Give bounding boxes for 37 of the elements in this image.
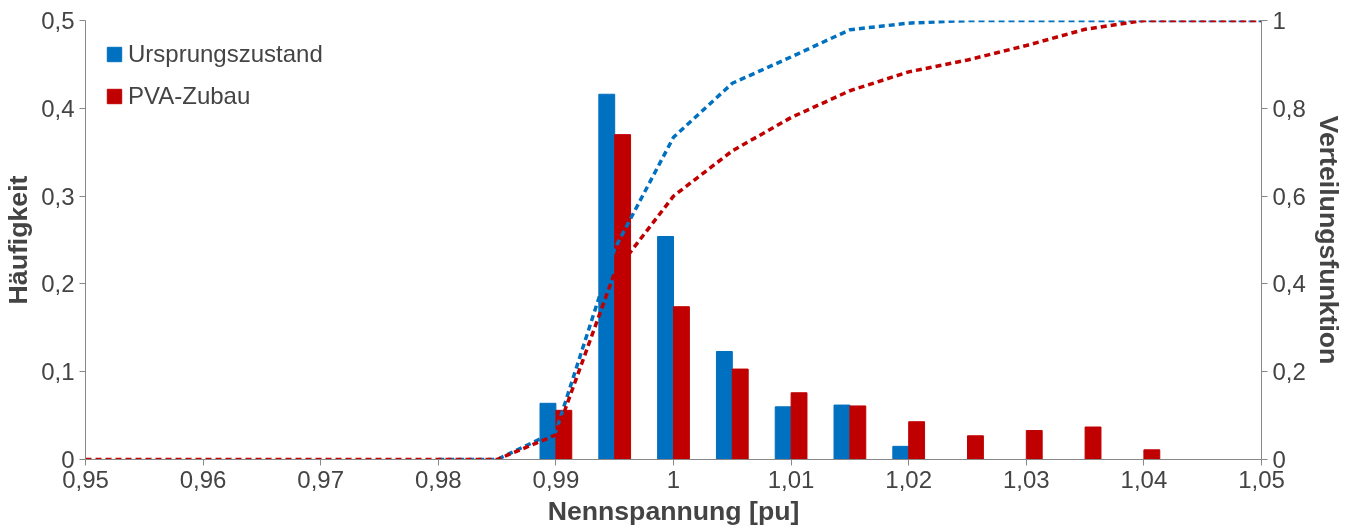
x-tick-label: 1,02 bbox=[885, 465, 933, 493]
legend-label: PVA-Zubau bbox=[128, 82, 251, 110]
bar bbox=[892, 445, 910, 460]
x-tick-label: 1,01 bbox=[767, 465, 815, 493]
bar bbox=[967, 435, 984, 460]
bar bbox=[908, 421, 926, 460]
y2-axis-title: Verteilungsfunktion bbox=[1313, 115, 1344, 365]
x-tick-label: 0,96 bbox=[179, 465, 227, 493]
y-axis-title: Häufigkeit bbox=[3, 175, 34, 305]
bar bbox=[790, 392, 808, 460]
legend-label: Ursprungszustand bbox=[128, 40, 323, 68]
y-tick-label: 0,3 bbox=[41, 182, 75, 210]
bar bbox=[1084, 426, 1102, 460]
bar bbox=[673, 306, 690, 460]
bar bbox=[715, 351, 733, 460]
bar bbox=[1143, 449, 1161, 460]
y2-tick-label: 0,6 bbox=[1272, 182, 1306, 210]
x-tick-label: 0,99 bbox=[532, 465, 580, 493]
y-tick-label: 0,2 bbox=[41, 270, 75, 298]
y-tick-label: 0,5 bbox=[41, 7, 75, 34]
y2-tick-label: 1 bbox=[1272, 7, 1286, 34]
x-tick-label: 1,03 bbox=[1002, 465, 1050, 493]
bar bbox=[833, 404, 851, 460]
y2-tick-label: 0,4 bbox=[1272, 270, 1306, 298]
bar bbox=[849, 405, 867, 460]
y-tick-label: 0,4 bbox=[41, 94, 75, 122]
x-tick-label: 1,04 bbox=[1120, 465, 1168, 493]
x-tick-label: 1 bbox=[666, 465, 681, 493]
bar bbox=[731, 368, 749, 460]
y2-tick-label: 0,8 bbox=[1272, 94, 1306, 122]
bar bbox=[1025, 430, 1043, 460]
bar bbox=[657, 235, 674, 460]
y2-tick-label: 0,2 bbox=[1272, 358, 1306, 386]
y-tick-label: 0,1 bbox=[41, 358, 75, 386]
x-axis-title: Nennspannung [pu] bbox=[547, 495, 800, 526]
x-tick-label: 0,97 bbox=[297, 465, 345, 493]
x-tick-label: 0,98 bbox=[414, 465, 462, 493]
